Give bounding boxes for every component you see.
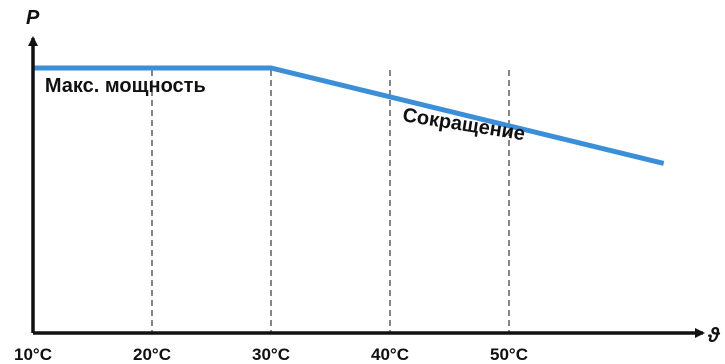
series-group (33, 65, 665, 166)
y-axis-title: P (26, 7, 40, 29)
x-tick-label-30: 30°C (252, 345, 290, 364)
x-axis-title: ϑ (707, 325, 721, 347)
annotation-label-0: Макс. мощность (45, 75, 206, 97)
x-tick-label-10: 10°C (14, 345, 52, 364)
annotation-label-1: Сокращение (401, 104, 526, 145)
series-line-0 (33, 65, 665, 166)
x-tick-label-20: 20°C (133, 345, 171, 364)
vertical-guide-lines (151, 70, 510, 333)
x-tick-labels: 10°C 20°C 30°C 40°C 50°C (14, 345, 528, 364)
x-tick-label-50: 50°C (490, 345, 528, 364)
x-tick-label-40: 40°C (371, 345, 409, 364)
